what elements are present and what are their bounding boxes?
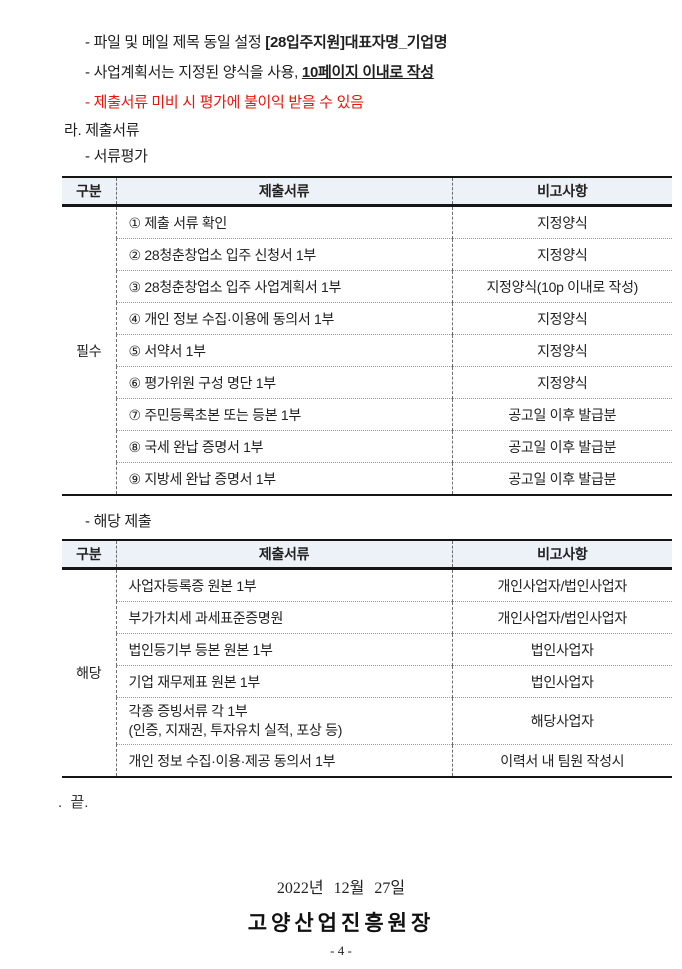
intro-line-business-plan-bold-underline: 10페이지 이내로 작성 [301, 64, 434, 81]
table-row: ⑥ 평가위원 구성 명단 1부 지정양식 [62, 366, 672, 399]
table-row: ④ 개인 정보 수집·이용에 동의서 1부 지정양식 [62, 302, 672, 335]
document-cell: 사업자등록증 원본 1부 [116, 568, 453, 602]
remark-cell: 법인사업자 [452, 665, 672, 698]
document-cell: 부가가치세 과세표준증명원 [116, 601, 453, 634]
document-cell: ⑧ 국세 완납 증명서 1부 [116, 430, 453, 463]
table-row: ② 28청춘창업소 입주 신청서 1부 지정양식 [62, 238, 672, 271]
remark-cell: 공고일 이후 발급분 [452, 430, 672, 463]
document-cell-line1: 각종 증빙서류 각 1부 [128, 703, 248, 719]
remark-cell: 공고일 이후 발급분 [452, 462, 672, 495]
remark-cell: 공고일 이후 발급분 [452, 398, 672, 431]
remark-cell: 지정양식(10p 이내로 작성) [452, 270, 672, 303]
table-row: 부가가치세 과세표준증명원 개인사업자/법인사업자 [62, 601, 672, 634]
remark-cell: 법인사업자 [452, 633, 672, 666]
remark-cell: 지정양식 [452, 302, 672, 335]
remark-cell: 지정양식 [537, 214, 588, 231]
intro-line-file-naming-bold: [28입주지원]대표자명_기업명 [265, 34, 448, 51]
intro-line-warning: - 제출서류 미비 시 평가에 불이익 받을 수 있음 [85, 94, 364, 111]
remark-cell: 개인사업자/법인사업자 [497, 577, 628, 594]
remark-cell: 해당사업자 [452, 697, 672, 745]
table-row: ③ 28청춘창업소 입주 사업계획서 1부 지정양식(10p 이내로 작성) [62, 270, 672, 303]
table-row: 각종 증빙서류 각 1부 (인증, 지재권, 투자유치 실적, 포상 등) 해당… [62, 697, 672, 745]
table-row: ⑧ 국세 완납 증명서 1부 공고일 이후 발급분 [62, 430, 672, 463]
column-header-remarks: 비고사항 [452, 539, 672, 570]
intro-line-file-naming-text: - 파일 및 메일 제목 동일 설정 [85, 34, 266, 51]
column-header-category: 구분 [62, 176, 117, 207]
remark-cell: 지정양식 [452, 238, 672, 271]
document-cell-line2: (인증, 지재권, 투자유치 실적, 포상 등) [128, 722, 343, 738]
document-cell: ① 제출 서류 확인 [116, 205, 453, 239]
intro-line-file-naming: - 파일 및 메일 제목 동일 설정 [28입주지원]대표자명_기업명 [85, 28, 682, 58]
document-cell: 법인등기부 등본 원본 1부 [116, 633, 453, 666]
document-cell: ⑦ 주민등록초본 또는 등본 1부 [116, 398, 453, 431]
footer-section: 2022년 12월 27일 고양산업진흥원장 [0, 874, 682, 937]
required-documents-table: 구분 제출서류 비고사항 필수 ① 제출 서류 확인 지정양식 ② 28청춘창업… [62, 176, 672, 496]
page-number: - 4 - [330, 943, 352, 958]
group-cell-applicable: 해당 [62, 568, 117, 777]
document-cell: ② 28청춘창업소 입주 신청서 1부 [116, 238, 453, 271]
applicable-documents-table: 구분 제출서류 비고사항 해당 사업자등록증 원본 1부 개인사업자/법인사업자… [62, 539, 672, 778]
group-cell-required: 필수 [62, 205, 117, 495]
document-cell: 각종 증빙서류 각 1부 (인증, 지재권, 투자유치 실적, 포상 등) [116, 697, 453, 745]
table-row: 법인등기부 등본 원본 1부 법인사업자 [62, 633, 672, 666]
column-header-documents: 제출서류 [116, 176, 453, 207]
remark-cell: 개인사업자/법인사업자 [452, 601, 672, 634]
signer-name: 고양산업진흥원장 [247, 911, 435, 935]
remark-cell: 이력서 내 팀원 작성시 [452, 744, 672, 777]
table-header-row: 구분 제출서류 비고사항 [62, 539, 672, 570]
sub-label-document-evaluation: - 서류평가 [85, 148, 148, 165]
document-cell: ⑥ 평가위원 구성 명단 1부 [116, 366, 453, 399]
document-cell: ④ 개인 정보 수집·이용에 동의서 1부 [116, 302, 453, 335]
end-mark: . 끝. [58, 794, 89, 811]
table-row: 개인 정보 수집·이용·제공 동의서 1부 이력서 내 팀원 작성시 [62, 744, 672, 777]
table-row: ⑤ 서약서 1부 지정양식 [62, 334, 672, 367]
column-header-category: 구분 [62, 539, 117, 570]
sign-date: 2022년 12월 27일 [276, 880, 406, 897]
sub-label-applicable-submission: - 해당 제출 [85, 513, 152, 530]
table-row: ⑨ 지방세 완납 증명서 1부 공고일 이후 발급분 [62, 462, 672, 495]
document-cell: 개인 정보 수집·이용·제공 동의서 1부 [116, 744, 453, 777]
table-row: 해당 사업자등록증 원본 1부 개인사업자/법인사업자 [62, 568, 672, 777]
table-row: 필수 ① 제출 서류 확인 지정양식 [62, 205, 672, 495]
table-row: 기업 재무제표 원본 1부 법인사업자 [62, 665, 672, 698]
table-header-row: 구분 제출서류 비고사항 [62, 176, 672, 207]
document-cell: ③ 28청춘창업소 입주 사업계획서 1부 [116, 270, 453, 303]
column-header-remarks: 비고사항 [452, 176, 672, 207]
document-cell: ⑨ 지방세 완납 증명서 1부 [116, 462, 453, 495]
document-cell: 기업 재무제표 원본 1부 [116, 665, 453, 698]
intro-line-business-plan-text: - 사업계획서는 지정된 양식을 사용, [85, 64, 302, 81]
intro-section: - 파일 및 메일 제목 동일 설정 [28입주지원]대표자명_기업명 - 사업… [0, 0, 682, 170]
remark-cell: 지정양식 [452, 334, 672, 367]
column-header-documents: 제출서류 [116, 539, 453, 570]
section-heading-submission-documents: 라. 제출서류 [64, 122, 140, 139]
remark-cell: 지정양식 [452, 366, 672, 399]
table-row: ⑦ 주민등록초본 또는 등본 1부 공고일 이후 발급분 [62, 398, 672, 431]
intro-line-business-plan: - 사업계획서는 지정된 양식을 사용, 10페이지 이내로 작성 [85, 58, 682, 88]
document-cell: ⑤ 서약서 1부 [116, 334, 453, 367]
